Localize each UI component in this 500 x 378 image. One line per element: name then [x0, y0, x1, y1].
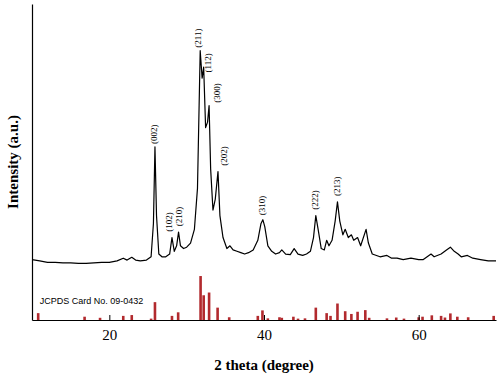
peak-label: (310): [257, 196, 267, 216]
x-tick: 60: [412, 315, 427, 343]
reference-bar: [216, 308, 219, 320]
reference-bar: [356, 312, 359, 320]
reference-bar: [449, 313, 452, 320]
reference-bar: [421, 317, 424, 320]
annotations: (002)(102)(210)(211)(112)(300)(202)(310)…: [40, 29, 342, 306]
reference-bar: [395, 318, 398, 320]
peak-label: (211): [193, 29, 203, 48]
x-axis-line: [33, 320, 497, 321]
x-tick-label: 60: [412, 327, 427, 343]
peak-label: (210): [174, 207, 184, 227]
x-tick-label: 20: [102, 327, 117, 343]
reference-bar: [297, 319, 300, 320]
x-tick: 40: [257, 315, 272, 343]
reference-bar: [150, 319, 153, 320]
reference-bar: [122, 316, 125, 320]
reference-bar: [292, 317, 295, 320]
reference-bar: [444, 318, 447, 320]
peak-label: (222): [310, 190, 320, 210]
reference-bar: [208, 293, 211, 320]
reference-bar: [267, 318, 270, 320]
reference-bar: [440, 316, 443, 320]
reference-bar: [278, 317, 281, 320]
reference-bar: [403, 319, 406, 320]
peak-label: (002): [149, 124, 159, 144]
reference-bar: [315, 308, 318, 320]
reference-bar: [336, 304, 339, 320]
reference-bar: [154, 302, 157, 320]
reference-bar: [368, 318, 371, 320]
y-axis-line: [32, 5, 33, 321]
x-axis-title: 2 theta (degree): [214, 357, 314, 374]
reference-bar: [329, 316, 332, 320]
x-tick-mark: [109, 315, 110, 320]
reference-bar: [386, 318, 389, 320]
reference-bar: [99, 318, 102, 320]
reference-bar: [257, 316, 260, 320]
reference-bar: [199, 276, 202, 320]
reference-bar: [83, 317, 86, 320]
reference-bar: [350, 314, 353, 320]
reference-bar: [171, 316, 174, 320]
reference-bars: [37, 276, 495, 320]
marks: [32, 51, 496, 320]
pattern-line: [32, 51, 496, 264]
reference-bar: [456, 317, 459, 320]
reference-bar: [261, 310, 264, 320]
x-tick-mark: [419, 315, 420, 320]
x-tick-mark: [264, 315, 265, 320]
peak-label: (300): [212, 83, 222, 103]
plot: 204060(002)(102)(210)(211)(112)(300)(202…: [32, 5, 497, 343]
reference-bar: [304, 318, 307, 320]
reference-bar: [325, 313, 328, 320]
reference-bar: [280, 318, 283, 320]
reference-bar: [492, 316, 495, 320]
reference-bar: [177, 312, 180, 320]
reference-bar: [130, 315, 133, 320]
reference-bar: [202, 295, 205, 320]
y-axis-title: Intensity (a.u.): [5, 115, 22, 209]
y-axis: [32, 5, 33, 321]
card-label: JCPDS Card No. 09-0432: [40, 296, 144, 306]
peak-label: (112): [203, 53, 213, 72]
reference-bar: [467, 317, 470, 320]
reference-bar: [364, 310, 367, 320]
reference-bar: [37, 313, 40, 320]
x-tick: 20: [102, 315, 117, 343]
reference-bar: [344, 311, 347, 320]
peak-label: (202): [219, 146, 229, 166]
reference-bar: [431, 315, 434, 320]
chart: 204060(002)(102)(210)(211)(112)(300)(202…: [0, 0, 500, 378]
x-tick-label: 40: [257, 327, 272, 343]
reference-bar: [228, 317, 231, 320]
peak-label: (213): [332, 177, 342, 197]
x-axis: 20 40 60: [33, 315, 497, 343]
